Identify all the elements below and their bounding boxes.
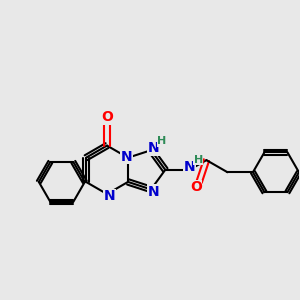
Text: N: N: [121, 150, 133, 164]
Text: H: H: [194, 155, 203, 165]
Text: N: N: [184, 160, 195, 173]
Text: N: N: [103, 189, 115, 203]
Text: N: N: [147, 141, 159, 155]
Text: N: N: [147, 184, 159, 199]
Text: O: O: [101, 110, 113, 124]
Text: O: O: [190, 180, 202, 194]
Text: H: H: [158, 136, 166, 146]
